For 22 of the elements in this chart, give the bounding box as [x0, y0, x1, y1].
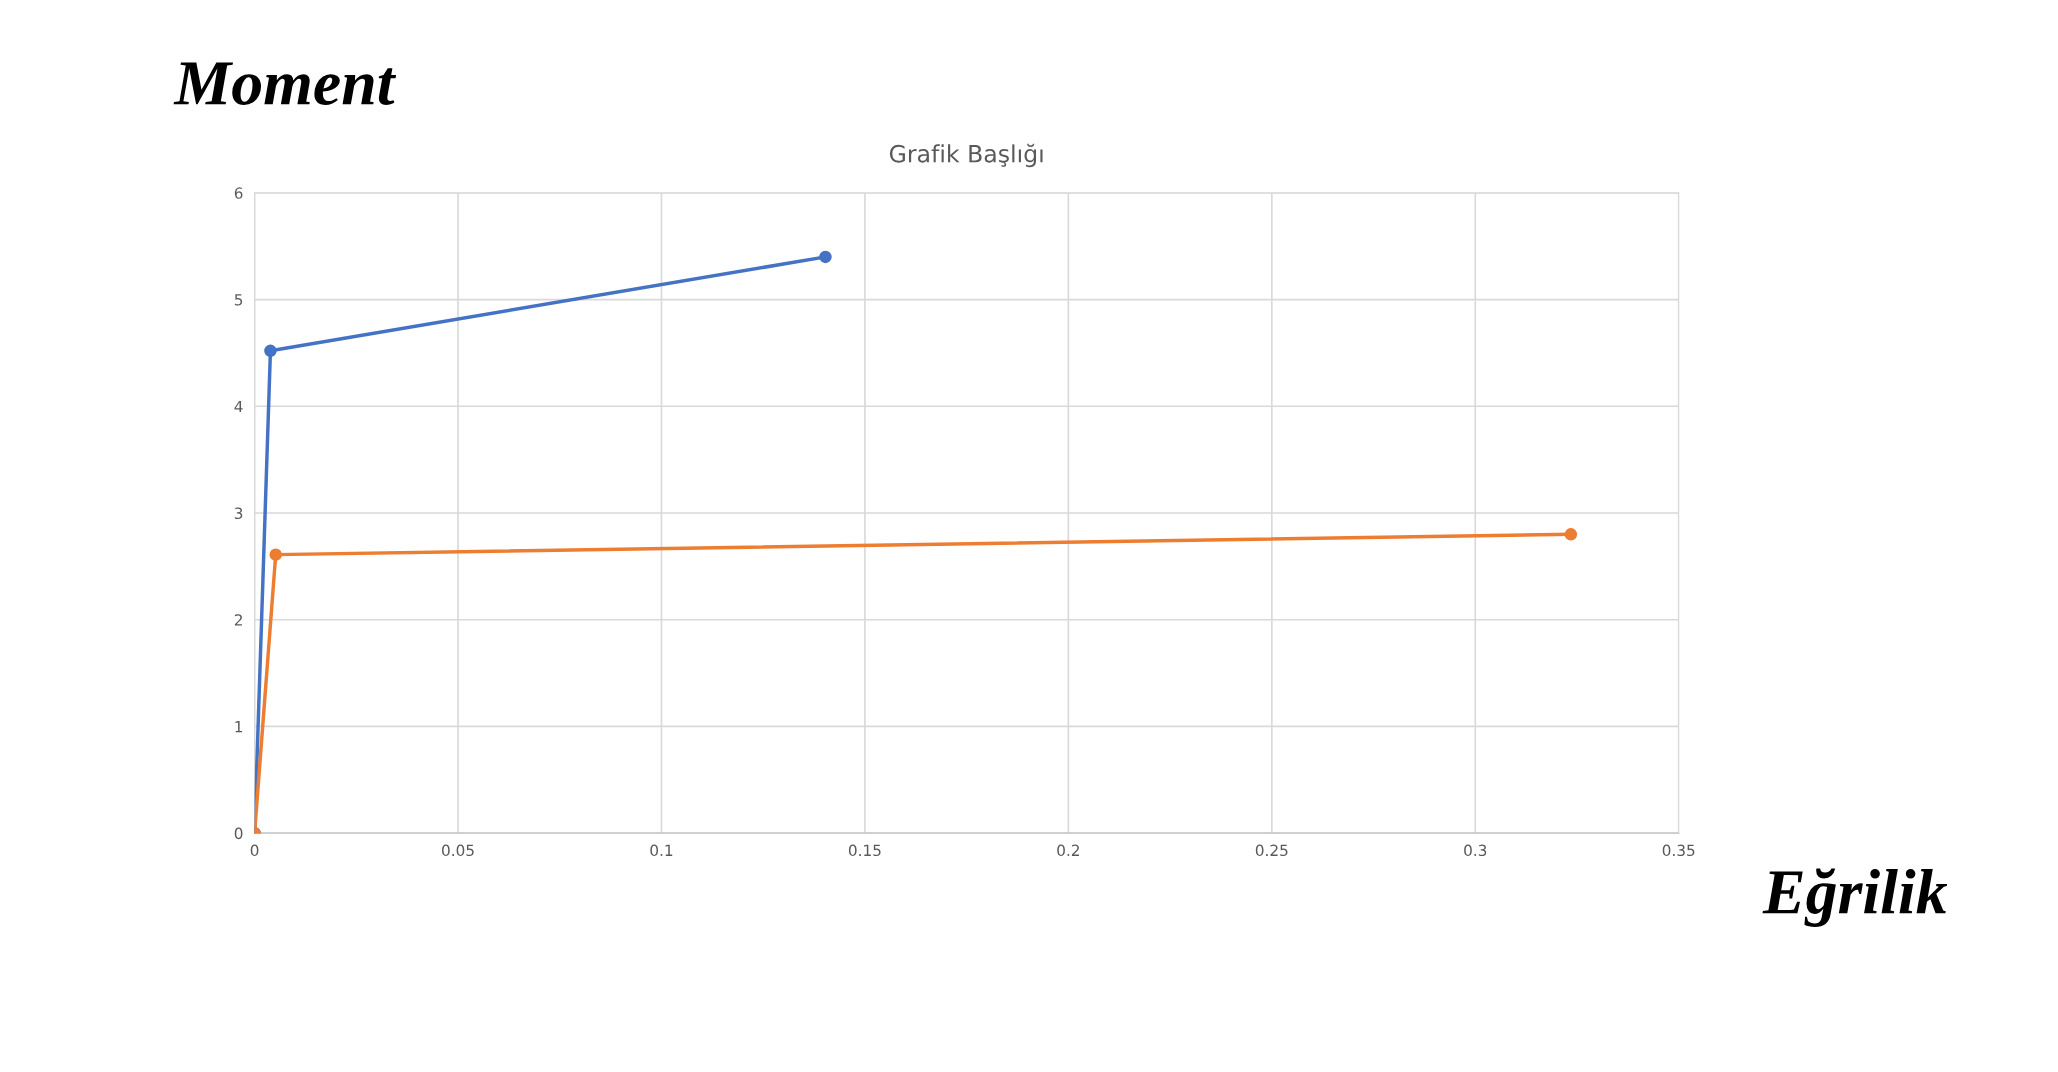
- x-tick-label: 0.15: [848, 844, 881, 857]
- x-axis-title: Eğrilik: [1762, 868, 1948, 927]
- x-tick-label: 0.05: [442, 844, 474, 857]
- y-tick-label: 4: [234, 400, 243, 413]
- x-tick-label: 0.35: [1662, 844, 1695, 857]
- point: [819, 250, 832, 264]
- y-tick-label: 6: [234, 187, 243, 199]
- y-tick-label: 0: [234, 827, 243, 840]
- y-axis-title: Moment: [173, 62, 397, 105]
- x-tick-label: 0: [250, 844, 259, 857]
- x-tick-label: 0.3: [1464, 844, 1487, 857]
- point: [1564, 528, 1578, 541]
- x-tick-label: 0.25: [1255, 844, 1288, 857]
- y-tick-label: 3: [234, 507, 243, 520]
- y-tick-label: 5: [234, 294, 243, 306]
- y-tick-label: 1: [235, 721, 243, 733]
- point: [264, 344, 277, 358]
- x-tick-label: 0.2: [1057, 844, 1079, 857]
- x-tick-label: 0.1: [650, 844, 673, 857]
- point: [269, 548, 282, 561]
- chart-title: Grafik Başlığı: [889, 143, 1043, 168]
- y-tick-label: 2: [234, 614, 242, 626]
